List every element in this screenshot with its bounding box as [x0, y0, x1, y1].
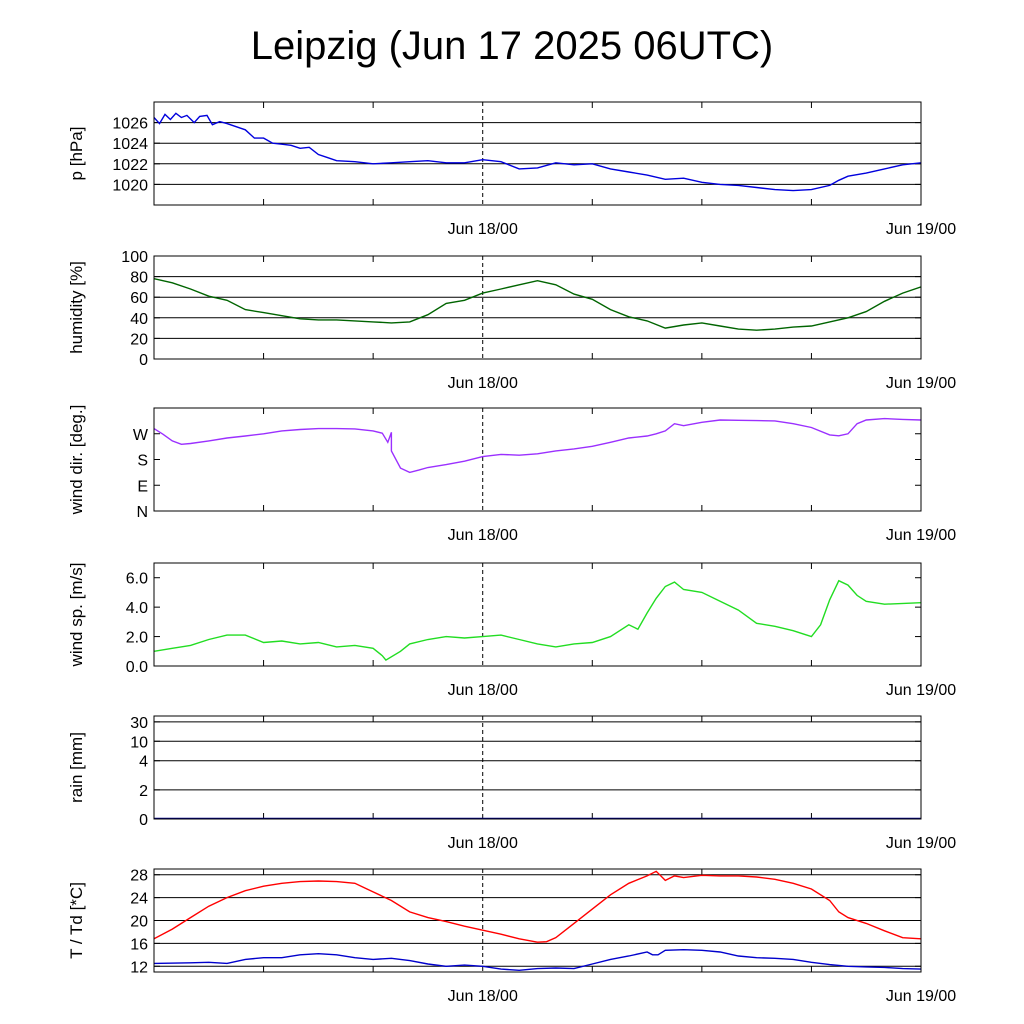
- pressure-y-tick-label: 1020: [112, 177, 148, 194]
- humidity-y-tick-label: 40: [130, 311, 148, 328]
- humidity-x-tick-label: Jun 19/00: [886, 375, 956, 392]
- wind-speed-y-tick-label: 2.0: [126, 630, 148, 647]
- wind-dir-x-tick-label: Jun 18/00: [448, 527, 518, 544]
- rain-frame: [153, 715, 922, 820]
- temperature-y-tick-label: 12: [130, 959, 148, 976]
- temperature-y-tick-label: 16: [130, 936, 148, 953]
- pressure-y-tick-label: 1022: [112, 157, 148, 174]
- rain-x-tick-label: Jun 19/00: [886, 835, 956, 852]
- pressure-frame: [153, 101, 922, 206]
- humidity-humidity-line: [154, 278, 921, 331]
- wind-dir-y-tick-label: E: [137, 478, 148, 495]
- wind-speed-panel: 0.0 2.0 4.0 6.0 wind sp. [m/s] Jun 18/00 Jun 1…: [67, 562, 956, 699]
- pressure-x-tick-label: Jun 18/00: [448, 221, 518, 238]
- temperature-panel: 12 16 20 24 28 T / Td [*C] Jun 18/00 Jun 19/00: [67, 868, 956, 1005]
- pressure-y-axis-label: p [hPa]: [67, 127, 86, 181]
- temperature-y-tick-label: 24: [130, 891, 148, 908]
- humidity-y-tick-label: 20: [130, 331, 148, 348]
- rain-y-tick-label: 30: [130, 715, 148, 732]
- humidity-x-tick-label: Jun 18/00: [448, 375, 518, 392]
- rain-y-tick-label: 4: [139, 754, 148, 771]
- rain-panel: 0 2 4 10 30 rain [mm] Jun 18/00 Jun 19/00: [67, 715, 956, 852]
- pressure-panel: 1020 1022 1024 1026 p [hPa] Jun 18/00 Jun 19/0…: [67, 101, 956, 238]
- wind-dir-y-tick-label: S: [137, 453, 148, 470]
- humidity-y-tick-label: 80: [130, 270, 148, 287]
- temperature-x-tick-label: Jun 18/00: [448, 988, 518, 1005]
- humidity-y-axis-label: humidity [%]: [67, 261, 86, 354]
- wind-dir-y-tick-label: N: [136, 504, 148, 521]
- rain-y-tick-label: 2: [139, 783, 148, 800]
- rain-x-tick-label: Jun 18/00: [448, 835, 518, 852]
- rain-y-tick-label: 0: [139, 812, 148, 829]
- pressure-pressure-line: [154, 112, 921, 192]
- temperature-y-tick-label: 28: [130, 868, 148, 885]
- humidity-frame: [153, 255, 922, 360]
- wind-dir-y-tick-label: W: [133, 427, 149, 444]
- wind-speed-y-tick-label: 6.0: [126, 571, 148, 588]
- wind-speed-x-tick-label: Jun 18/00: [448, 682, 518, 699]
- humidity-y-tick-label: 60: [130, 290, 148, 307]
- temperature-dewpoint-line: [154, 948, 921, 972]
- temperature-x-tick-label: Jun 19/00: [886, 988, 956, 1005]
- temperature-y-axis-label: T / Td [*C]: [67, 882, 86, 959]
- rain-y-axis-label: rain [mm]: [67, 732, 86, 803]
- temperature-temperature-line: [154, 870, 921, 943]
- pressure-y-tick-label: 1024: [112, 136, 148, 153]
- wind-speed-frame: [153, 562, 922, 667]
- wind-speed-y-tick-label: 0.0: [126, 659, 148, 676]
- wind-dir-frame: [153, 407, 922, 512]
- pressure-x-tick-label: Jun 19/00: [886, 221, 956, 238]
- humidity-y-tick-label: 0: [139, 352, 148, 369]
- wind-speed-x-tick-label: Jun 19/00: [886, 682, 956, 699]
- wind-speed-wind-speed-line: [154, 579, 921, 662]
- humidity-panel: 0 20 40 60 80 100 humidity [%] Jun 18/00 Jun 19/…: [67, 249, 956, 392]
- wind-speed-y-axis-label: wind sp. [m/s]: [67, 563, 86, 668]
- wind-dir-wind-dir-line: [154, 417, 921, 474]
- wind-dir-x-tick-label: Jun 19/00: [886, 527, 956, 544]
- wind-dir-y-axis-label: wind dir. [deg.]: [67, 405, 86, 516]
- chart-title: Leipzig (Jun 17 2025 06UTC): [250, 24, 774, 68]
- humidity-y-tick-label: 100: [121, 249, 148, 266]
- wind-speed-y-tick-label: 4.0: [126, 600, 148, 617]
- rain-y-tick-label: 10: [130, 734, 148, 751]
- temperature-frame: [153, 868, 922, 973]
- pressure-y-tick-label: 1026: [112, 116, 148, 133]
- temperature-y-tick-label: 20: [130, 914, 148, 931]
